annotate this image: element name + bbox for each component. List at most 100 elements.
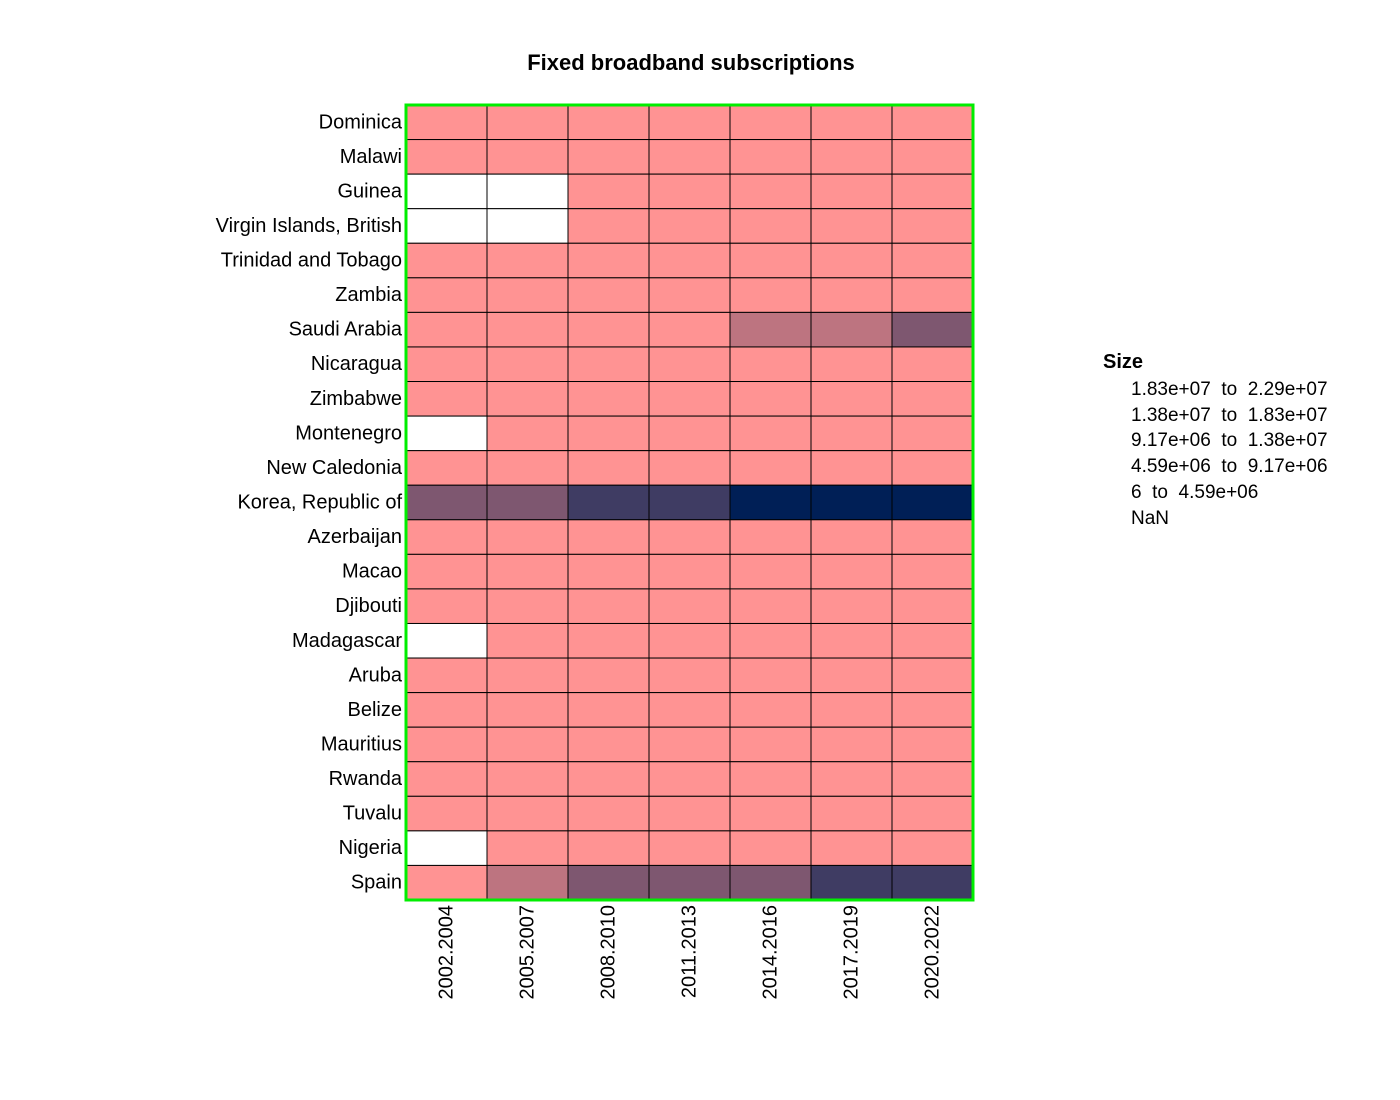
x-tick-label: 2011.2013 xyxy=(679,905,701,998)
heatmap-cell xyxy=(810,692,893,728)
heatmap-cell xyxy=(648,519,731,555)
heatmap-cell xyxy=(729,795,812,832)
heatmap-cell xyxy=(729,173,812,210)
heatmap-cell xyxy=(405,622,488,659)
heatmap-cell xyxy=(810,415,893,452)
x-tick-label: 2020.2022 xyxy=(922,905,944,1000)
heatmap-cell xyxy=(891,208,974,244)
heatmap-cell xyxy=(810,208,893,244)
heatmap-cell xyxy=(486,692,569,728)
heatmap-cell xyxy=(810,346,893,383)
y-tick-label: Malawi xyxy=(340,146,402,168)
heatmap-cell xyxy=(648,761,731,797)
heatmap-cell xyxy=(810,830,893,866)
legend-entry: 6 to 4.59e+06 xyxy=(1131,481,1259,503)
heatmap-cell xyxy=(729,588,812,624)
y-tick-label: Zambia xyxy=(335,284,403,306)
heatmap-cell xyxy=(405,450,488,486)
heatmap-cell xyxy=(891,139,974,175)
x-tick-label: 2005.2007 xyxy=(517,905,539,1000)
heatmap-cell xyxy=(405,864,488,901)
heatmap-cell xyxy=(567,277,650,313)
heatmap-cell xyxy=(486,346,569,383)
heatmap-cell xyxy=(567,311,650,348)
heatmap-cell xyxy=(567,484,650,521)
y-tick-label: Korea, Republic of xyxy=(237,492,402,514)
heatmap-cells xyxy=(405,104,974,901)
heatmap-cell xyxy=(810,104,893,141)
y-tick-label: Macao xyxy=(342,561,402,583)
y-tick-label: Tuvalu xyxy=(343,803,402,825)
heatmap-cell xyxy=(486,381,569,417)
heatmap-cell xyxy=(891,795,974,832)
heatmap-cell xyxy=(810,173,893,210)
heatmap-cell xyxy=(891,622,974,659)
heatmap-cell xyxy=(810,657,893,694)
heatmap-cell xyxy=(567,657,650,694)
heatmap-cell xyxy=(810,553,893,590)
heatmap-cell xyxy=(729,277,812,313)
y-tick-label: Guinea xyxy=(338,180,403,202)
heatmap-cell xyxy=(891,519,974,555)
heatmap-cell xyxy=(810,484,893,521)
heatmap-cell xyxy=(405,657,488,694)
heatmap-cell xyxy=(648,415,731,452)
heatmap-cell xyxy=(891,104,974,141)
heatmap-cell xyxy=(648,450,731,486)
heatmap-cell xyxy=(648,208,731,244)
heatmap-cell xyxy=(567,173,650,210)
heatmap-cell xyxy=(891,311,974,348)
heatmap-cell xyxy=(729,484,812,521)
heatmap-cell xyxy=(486,726,569,763)
heatmap-cell xyxy=(810,795,893,832)
heatmap-cell xyxy=(648,173,731,210)
y-tick-label: Mauritius xyxy=(321,733,402,755)
heatmap-cell xyxy=(648,726,731,763)
heatmap-cell xyxy=(891,242,974,279)
heatmap-cell xyxy=(567,415,650,452)
heatmap-cell xyxy=(567,795,650,832)
heatmap-cell xyxy=(486,450,569,486)
heatmap-cell xyxy=(567,761,650,797)
heatmap-cell xyxy=(567,622,650,659)
legend-entry: 9.17e+06 to 1.38e+07 xyxy=(1131,430,1328,452)
heatmap-cell xyxy=(405,415,488,452)
heatmap-cell xyxy=(567,104,650,141)
heatmap-cell xyxy=(405,139,488,175)
legend: 1.83e+07 to 2.29e+07 1.38e+07 to 1.83e+07… xyxy=(1131,377,1328,531)
y-tick-label: Aruba xyxy=(349,664,403,686)
heatmap-cell xyxy=(486,139,569,175)
heatmap-cell xyxy=(405,484,488,521)
heatmap-cell xyxy=(405,553,488,590)
heatmap-cell xyxy=(891,346,974,383)
x-axis-tick-labels: 2002.2004 2005.2007 2008.2010 2011.2013 2014… xyxy=(436,905,944,1000)
heatmap-cell xyxy=(729,726,812,763)
heatmap-cell xyxy=(810,242,893,279)
heatmap-cell xyxy=(567,553,650,590)
heatmap-cell xyxy=(405,692,488,728)
heatmap-cell xyxy=(891,761,974,797)
heatmap-cell xyxy=(891,381,974,417)
heatmap-cell xyxy=(567,864,650,901)
heatmap-cell xyxy=(729,139,812,175)
heatmap-cell xyxy=(891,450,974,486)
heatmap-cell xyxy=(891,415,974,452)
y-axis-tick-labels: Dominica Malawi Guinea Virgin Islands, Brit… xyxy=(216,111,403,893)
heatmap-cell xyxy=(810,381,893,417)
heatmap-cell xyxy=(486,484,569,521)
heatmap-cell xyxy=(567,830,650,866)
heatmap-cell xyxy=(486,553,569,590)
heatmap-cell xyxy=(405,346,488,383)
heatmap-cell xyxy=(405,726,488,763)
y-tick-label: Virgin Islands, British xyxy=(216,215,402,237)
heatmap-cell xyxy=(405,761,488,797)
heatmap-cell xyxy=(891,484,974,521)
heatmap-cell xyxy=(729,553,812,590)
heatmap-cell xyxy=(405,242,488,279)
heatmap-cell xyxy=(891,277,974,313)
heatmap-cell xyxy=(486,830,569,866)
heatmap-cell xyxy=(486,622,569,659)
heatmap-cell xyxy=(810,864,893,901)
y-tick-label: Nigeria xyxy=(339,837,403,859)
